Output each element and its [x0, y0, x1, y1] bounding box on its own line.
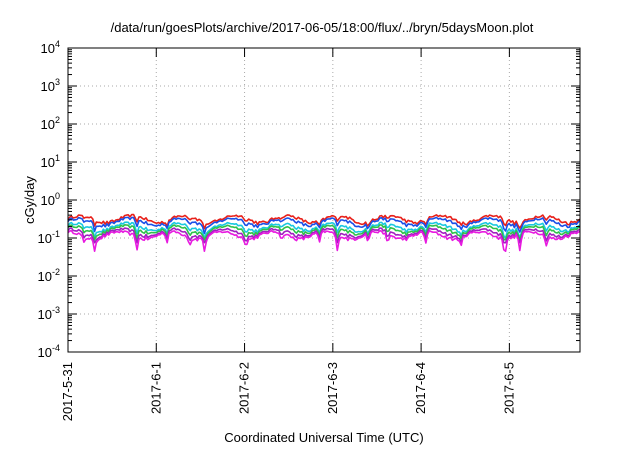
y-tick-exponent: 2	[55, 115, 60, 125]
x-axis-label: Coordinated Universal Time (UTC)	[224, 430, 423, 445]
chart-title: /data/run/goesPlots/archive/2017-06-05/1…	[111, 20, 534, 35]
y-tick-label: 100	[41, 191, 60, 208]
y-tick-exponent: -2	[52, 267, 60, 277]
y-tick-base: 10	[38, 231, 52, 246]
y-tick-base: 10	[41, 79, 55, 94]
y-tick-label: 10-4	[38, 343, 60, 360]
x-tick-label: 2017-6-4	[413, 362, 428, 414]
x-tick-label: 2017-5-31	[60, 362, 75, 421]
series-line-2	[67, 216, 581, 235]
y-tick-label: 10-3	[38, 305, 60, 322]
y-tick-exponent: -3	[52, 305, 60, 315]
y-tick-label: 101	[41, 153, 60, 170]
series-line-5	[67, 227, 581, 244]
y-tick-exponent: -1	[52, 229, 60, 239]
x-tick-label: 2017-6-1	[148, 362, 163, 414]
y-tick-label: 103	[41, 77, 60, 94]
series-line-6	[67, 229, 581, 252]
y-axis-label: cGy/day	[22, 176, 37, 224]
y-tick-label: 102	[41, 115, 60, 132]
y-tick-exponent: -4	[52, 343, 60, 353]
y-tick-base: 10	[41, 193, 55, 208]
grid	[68, 48, 580, 352]
y-tick-exponent: 3	[55, 77, 60, 87]
x-tick-label: 2017-6-3	[325, 362, 340, 414]
series-layer	[67, 213, 581, 252]
x-axis: 2017-5-31 2017-6-1 2017-6-2 2017-6-3 2017-6-…	[60, 48, 516, 421]
y-tick-exponent: 4	[55, 39, 60, 49]
x-tick-label: 2017-6-2	[237, 362, 252, 414]
y-tick-base: 10	[41, 117, 55, 132]
series-line-3	[67, 221, 581, 239]
y-tick-base: 10	[38, 269, 52, 284]
y-tick-exponent: 1	[55, 153, 60, 163]
y-tick-base: 10	[38, 307, 52, 322]
y-tick-base: 10	[41, 41, 55, 56]
x-tick-label: 2017-6-5	[501, 362, 516, 414]
y-tick-exponent: 0	[55, 191, 60, 201]
y-tick-base: 10	[38, 345, 52, 360]
y-tick-label: 10-1	[38, 229, 60, 246]
y-tick-label: 10-2	[38, 267, 60, 284]
series-line-4	[67, 224, 581, 241]
series-line-1	[67, 213, 581, 230]
y-tick-label: 104	[41, 39, 60, 56]
y-tick-base: 10	[41, 155, 55, 170]
